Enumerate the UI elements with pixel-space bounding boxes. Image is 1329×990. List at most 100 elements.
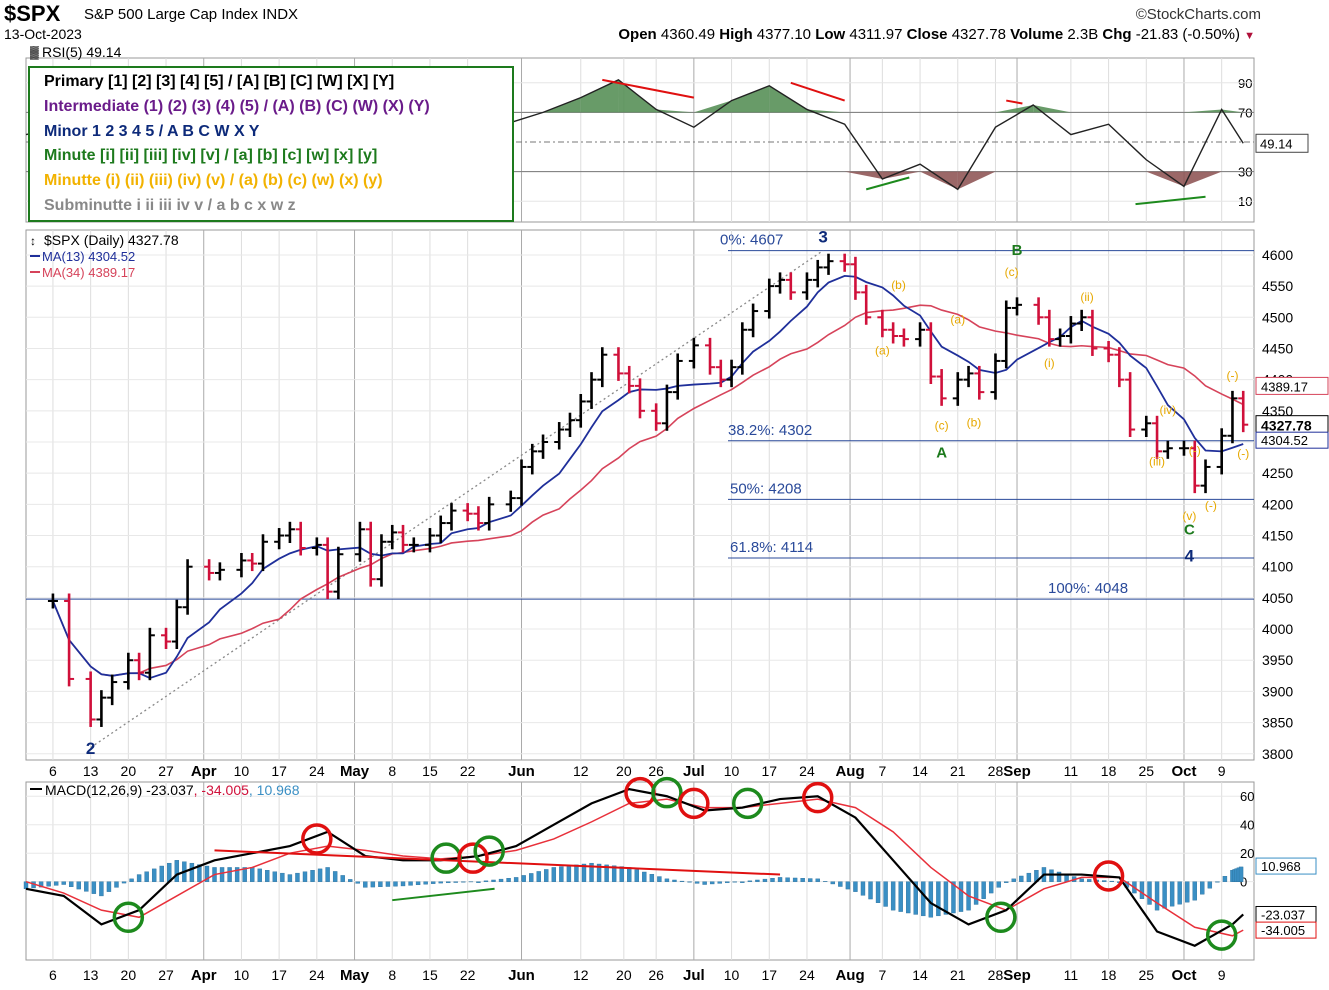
macd-histogram-bar xyxy=(1079,878,1084,882)
rsi-oversold-fill xyxy=(844,171,883,179)
elliott-wave-label: (ii) xyxy=(1080,290,1093,304)
price-x-tick: May xyxy=(340,763,370,780)
macd-histogram-bar xyxy=(159,865,164,882)
elliott-wave-legend: Primary [1] [2] [3] [4] [5] / [A] [B] [C… xyxy=(28,66,514,222)
macd-panel-frame xyxy=(25,781,1255,961)
macd-histogram-bar xyxy=(114,881,119,888)
fib-level-label: 38.2%: 4302 xyxy=(728,422,812,439)
macd-histogram-bar xyxy=(853,881,858,892)
macd-last-box xyxy=(1255,857,1317,875)
macd-histogram-bar xyxy=(506,878,511,882)
macd-x-tick: May xyxy=(340,967,370,984)
macd-histogram-bar xyxy=(762,878,768,882)
macd-x-tick: 24 xyxy=(799,967,815,983)
macd-legend-part: , -34.005 xyxy=(194,782,249,798)
price-y-tick: 4550 xyxy=(1262,278,1293,294)
macd-histogram-bar xyxy=(657,876,662,882)
price-y-tick: 4600 xyxy=(1262,247,1293,263)
price-legend: $SPX (Daily) 4327.78 xyxy=(44,232,179,248)
rsi-oversold-fill xyxy=(1146,171,1184,187)
price-x-tick: 18 xyxy=(1101,763,1117,779)
price-x-tick: 28 xyxy=(988,763,1004,779)
close-value: 4327.78 xyxy=(951,26,1006,43)
price-x-tick: 14 xyxy=(912,763,928,779)
macd-x-tick: 20 xyxy=(121,967,137,983)
macd-histogram-bar xyxy=(340,875,345,882)
elliott-wave-label: B xyxy=(1012,242,1023,259)
legend-minute: Minute [i] [ii] [iii] [iv] [v] / [a] [b]… xyxy=(44,147,378,165)
macd-histogram-bar xyxy=(702,881,707,885)
macd-x-tick: 11 xyxy=(1064,967,1079,983)
macd-histogram-bar xyxy=(453,881,458,883)
macd-histogram-bar xyxy=(1238,866,1244,882)
macd-histogram-bar xyxy=(430,881,436,884)
rsi-oversold-fill xyxy=(882,171,921,179)
macd-x-tick: 13 xyxy=(83,967,99,983)
macd-histogram-bar xyxy=(1086,879,1092,882)
macd-histogram-bar xyxy=(996,881,1001,888)
exchange-label: INDX xyxy=(262,6,299,23)
macd-histogram-bar xyxy=(151,868,157,882)
macd-x-tick: 8 xyxy=(388,967,396,983)
macd-histogram-bar xyxy=(604,864,609,882)
macd-histogram-bar xyxy=(355,881,360,884)
price-y-tick: 4000 xyxy=(1262,621,1293,637)
legend-minor: Minor 1 2 3 4 5 / A B C W X Y xyxy=(44,122,260,140)
legend-intermediate: Intermediate (1) (2) (3) (4) (5) / (A) (… xyxy=(44,97,430,115)
macd-last-value: 10.968 xyxy=(1261,859,1301,874)
price-x-tick: Aug xyxy=(835,763,864,780)
price-y-tick: 4350 xyxy=(1262,403,1293,419)
macd-histogram-bar xyxy=(498,878,504,882)
macd-x-tick: 22 xyxy=(460,967,476,983)
macd-histogram-bar xyxy=(174,860,180,882)
elliott-wave-label: (a) xyxy=(950,313,965,327)
macd-histogram-bar xyxy=(566,865,572,882)
price-y-tick: 3800 xyxy=(1262,746,1293,762)
macd-signal-circle xyxy=(1092,860,1125,892)
macd-histogram-bar xyxy=(378,881,383,888)
rsi-last-value-box xyxy=(1255,133,1309,153)
macd-histogram-bar xyxy=(204,865,210,882)
price-x-tick: 10 xyxy=(724,763,740,779)
fib-level-label: 0%: 4607 xyxy=(720,232,783,249)
macd-histogram-bar xyxy=(596,863,602,882)
macd-histogram-bar xyxy=(770,878,775,882)
macd-divergence-green xyxy=(392,887,495,902)
price-x-tick: Apr xyxy=(191,763,217,780)
macd-histogram-bar xyxy=(129,878,134,882)
macd-histogram-bar xyxy=(1147,881,1152,905)
high-label: High xyxy=(719,26,753,43)
elliott-wave-label: (iv) xyxy=(1159,403,1176,417)
macd-signal-circle xyxy=(731,787,764,820)
close-last-value: 4327.78 xyxy=(1261,418,1312,434)
macd-histogram-bar xyxy=(46,881,51,887)
macd-histogram-bar xyxy=(800,878,805,882)
macd-signal-circle xyxy=(678,787,710,820)
macd-histogram-bar xyxy=(1102,880,1107,882)
elliott-wave-label: (b) xyxy=(967,415,982,429)
macd-histogram-bar xyxy=(136,874,142,882)
price-y-tick: 3900 xyxy=(1262,683,1293,699)
price-y-tick: 3950 xyxy=(1262,652,1293,668)
macd-histogram-bar xyxy=(1026,872,1032,882)
macd-signal-circle xyxy=(985,901,1017,934)
macd-histogram-bar xyxy=(38,881,44,888)
macd-histogram-bar xyxy=(544,869,549,882)
macd-histogram-bar xyxy=(973,881,979,905)
macd-histogram-bar xyxy=(725,881,730,884)
macd-x-tick: 20 xyxy=(616,967,632,983)
elliott-wave-label: (-) xyxy=(1237,447,1249,461)
price-x-tick: 20 xyxy=(121,763,137,779)
macd-histogram-bar xyxy=(393,881,398,887)
chart-date: 13-Oct-2023 xyxy=(4,26,82,42)
macd-histogram-bar xyxy=(943,881,949,915)
macd-histogram-bar xyxy=(287,874,293,882)
macd-legend: MACD(12,26,9) -23.037, -34.005, 10.968 xyxy=(45,782,300,798)
macd-x-tick: 25 xyxy=(1138,967,1154,983)
ma34-line xyxy=(52,304,1244,677)
price-x-tick: 17 xyxy=(271,763,287,779)
macd-histogram-bar xyxy=(317,868,323,882)
price-y-tick: 4100 xyxy=(1262,559,1293,575)
macd-histogram-bar xyxy=(619,866,624,882)
macd-histogram-bar xyxy=(642,871,647,882)
